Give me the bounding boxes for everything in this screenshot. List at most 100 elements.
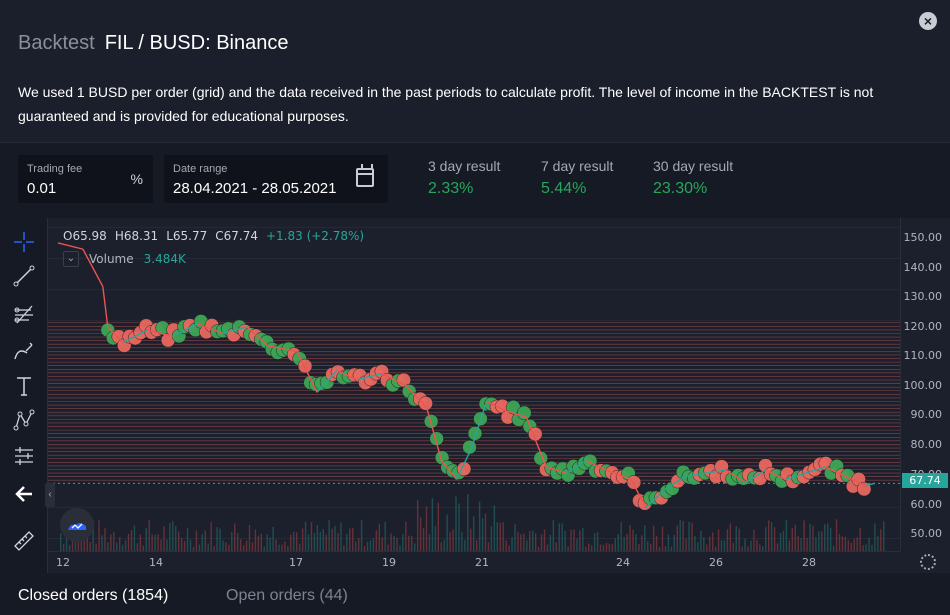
volume-bar — [770, 522, 773, 551]
volume-bar — [307, 534, 310, 551]
volume-bar — [794, 524, 796, 551]
volume-bar — [776, 543, 779, 551]
date-range-field[interactable]: Date range 28.04.2021 - 28.05.2021 — [164, 155, 388, 203]
volume-bar — [396, 537, 398, 551]
volume-bar — [89, 542, 91, 551]
price-chart-canvas[interactable] — [48, 218, 900, 551]
volume-bar — [555, 542, 557, 551]
volume-bar — [234, 523, 236, 551]
volume-toggle-button[interactable]: ⌄ — [63, 251, 79, 267]
result-3-day: 3 day result 2.33% — [428, 158, 500, 198]
volume-bar — [844, 536, 847, 551]
volume-bar — [62, 543, 65, 551]
volume-bar — [411, 536, 413, 551]
volume-bar — [611, 544, 614, 551]
volume-bar — [275, 539, 277, 551]
crosshair-icon — [14, 232, 34, 252]
trading-fee-field[interactable]: Trading fee 0.01 % — [18, 155, 153, 203]
volume-label: Volume — [89, 252, 134, 266]
volume-bar — [399, 545, 401, 551]
volume-bar — [821, 531, 823, 551]
pattern-tool[interactable] — [8, 404, 40, 436]
volume-bar — [874, 523, 876, 551]
price-tick: 50.00 — [910, 527, 943, 540]
volume-bar — [449, 531, 451, 551]
controls-bar: Trading fee 0.01 % Date range 28.04.2021… — [0, 142, 950, 218]
volume-bar — [443, 539, 445, 551]
price-segment — [441, 460, 458, 480]
price-tick: 150.00 — [903, 231, 943, 244]
volume-bar — [340, 522, 342, 551]
volume-bar — [877, 535, 879, 551]
volume-bar — [629, 525, 631, 551]
volume-bar — [245, 540, 248, 551]
order-marker — [297, 358, 313, 374]
trading-fee-value[interactable]: 0.01 — [27, 180, 57, 197]
volume-bar — [157, 534, 159, 551]
volume-bar — [461, 531, 463, 551]
brush-tool[interactable] — [8, 335, 40, 367]
chart-settings-icon[interactable] — [920, 554, 936, 570]
tab-closed-orders[interactable]: Closed orders (1854) — [18, 587, 169, 604]
volume-bar — [711, 532, 714, 551]
text-tool[interactable] — [8, 370, 40, 402]
volume-bar — [266, 534, 268, 551]
result-30-day: 30 day result 23.30% — [653, 158, 733, 198]
time-tick: 17 — [289, 556, 303, 569]
price-segment — [381, 372, 408, 387]
volume-bar — [738, 528, 740, 551]
ruler-icon — [14, 531, 34, 551]
modal-title: Backtest FIL / BUSD: Binance — [18, 32, 288, 55]
volume-bar — [381, 537, 383, 551]
tradingview-logo[interactable] — [60, 508, 94, 542]
volume-bar — [768, 520, 770, 551]
date-range-value[interactable]: 28.04.2021 - 28.05.2021 — [173, 180, 337, 197]
volume-bar — [402, 534, 404, 551]
volume-bar — [505, 540, 507, 551]
volume-bar — [847, 540, 850, 551]
volume-bar — [192, 546, 195, 551]
price-segment — [147, 329, 173, 337]
toolbar-collapse-button[interactable]: ‹ — [45, 483, 55, 507]
volume-bar — [446, 514, 448, 551]
crosshair-tool[interactable] — [8, 226, 40, 258]
calendar-icon[interactable] — [356, 164, 374, 187]
volume-bar — [428, 534, 431, 551]
volume-bar — [375, 530, 378, 551]
fib-tool[interactable] — [8, 298, 40, 330]
ruler-tool[interactable] — [8, 525, 40, 557]
volume-bar — [210, 521, 212, 551]
close-button[interactable]: × — [919, 12, 937, 30]
volume-bar — [278, 544, 280, 551]
time-axis[interactable]: 12 14 17 19 21 24 26 28 — [48, 551, 900, 573]
volume-bar — [337, 532, 339, 551]
back-tool[interactable] — [8, 478, 40, 510]
price-segment — [336, 369, 358, 381]
volume-bar — [549, 534, 552, 551]
volume-bar — [546, 544, 549, 551]
tab-open-orders[interactable]: Open orders (44) — [226, 587, 348, 604]
order-marker — [467, 426, 483, 441]
volume-bar — [349, 528, 351, 551]
price-segment — [197, 323, 223, 334]
volume-bar — [596, 532, 599, 551]
volume-bar — [325, 534, 327, 551]
volume-bar — [502, 522, 504, 551]
order-marker — [517, 405, 532, 421]
volume-bar — [225, 542, 227, 551]
volume-bar — [703, 537, 705, 551]
price-segment — [172, 323, 198, 337]
measure-tool[interactable] — [8, 440, 40, 472]
volume-bar — [664, 546, 667, 551]
volume-bar — [588, 543, 590, 551]
price-segment — [685, 472, 706, 478]
volume-bar — [673, 534, 675, 551]
volume-bar — [346, 533, 348, 551]
volume-bar — [481, 517, 484, 551]
volume-bar — [65, 534, 68, 551]
price-axis[interactable]: 150.00 140.00 130.00 120.00 110.00 100.0… — [900, 218, 950, 551]
volume-bar — [363, 546, 366, 551]
volume-bar — [434, 525, 437, 551]
volume-bar — [868, 537, 870, 551]
trend-line-tool[interactable] — [8, 260, 40, 292]
